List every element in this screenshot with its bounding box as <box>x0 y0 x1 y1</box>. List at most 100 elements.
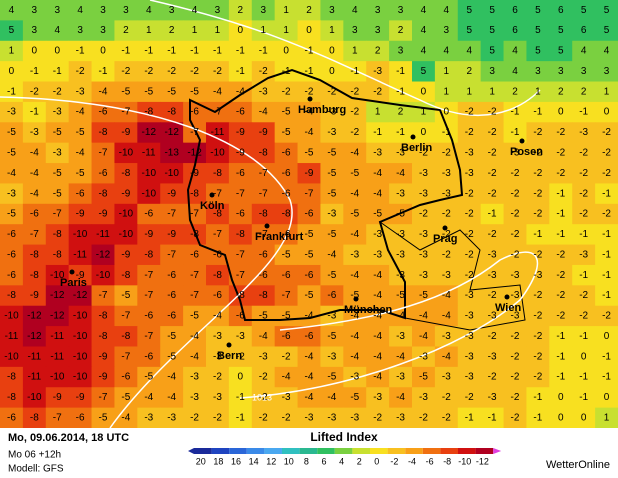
cell <box>595 61 618 83</box>
cell <box>549 387 573 409</box>
city-label: Frankfurt <box>255 231 304 243</box>
grid-value: -8 <box>53 229 62 240</box>
cell <box>572 203 596 225</box>
grid-value: -5 <box>76 127 85 138</box>
grid-value: -3 <box>533 270 542 281</box>
grid-value: -2 <box>442 392 451 403</box>
grid-value: -3 <box>327 107 336 118</box>
cell <box>503 326 527 347</box>
cell <box>572 0 596 21</box>
grid-value: -1 <box>465 412 474 423</box>
grid-value: -3 <box>373 147 382 158</box>
grid-value: -6 <box>99 107 108 118</box>
grid-value: 1 <box>215 25 221 36</box>
cell <box>434 40 459 62</box>
grid-value: -5 <box>350 290 359 301</box>
grid-value: -6 <box>76 412 85 423</box>
cell <box>595 101 618 123</box>
grid-value: -2 <box>488 168 497 179</box>
grid-value: 1 <box>604 412 610 423</box>
grid-value: 2 <box>375 46 381 57</box>
grid-value: -10 <box>142 188 157 199</box>
run: Mo 06 +12h <box>8 450 61 461</box>
grid-value: -3 <box>327 127 336 138</box>
cell <box>45 305 70 327</box>
grid-value: -2 <box>419 147 428 158</box>
cell <box>526 346 550 368</box>
cell <box>366 163 390 184</box>
cell <box>503 183 527 205</box>
grid-value: -1 <box>579 107 588 118</box>
grid-value: -3 <box>396 229 405 240</box>
cell <box>183 407 207 429</box>
grid-value: -1 <box>396 86 405 97</box>
grid-value: -4 <box>396 392 405 403</box>
grid-value: 3 <box>375 25 381 36</box>
grid-value: -7 <box>236 249 245 260</box>
grid-value: -4 <box>442 311 451 322</box>
grid-value: 5 <box>604 25 610 36</box>
cell <box>274 40 299 62</box>
grid-value: 1 <box>489 86 495 97</box>
grid-value: 4 <box>466 46 472 57</box>
cell <box>160 366 184 388</box>
cell <box>320 264 344 286</box>
grid-value: -1 <box>602 270 611 281</box>
grid-value: -4 <box>373 351 382 362</box>
cell <box>343 285 367 307</box>
grid-value: -2 <box>190 412 199 423</box>
cell <box>434 285 459 307</box>
cell <box>343 224 367 246</box>
grid-value: -4 <box>305 107 314 118</box>
city-label: Prag <box>433 233 457 245</box>
grid-value: -9 <box>121 249 130 260</box>
cell <box>137 0 161 21</box>
grid-value: 3 <box>329 5 335 16</box>
cell <box>206 407 230 429</box>
cell <box>297 203 321 225</box>
cell <box>526 285 550 307</box>
grid-value: -1 <box>602 351 611 362</box>
cell <box>595 366 618 388</box>
grid-value: -3 <box>419 249 428 260</box>
cell <box>22 101 47 123</box>
cell <box>137 407 161 429</box>
cell <box>526 366 550 388</box>
cell <box>412 224 436 246</box>
cell <box>480 20 505 42</box>
cell <box>434 366 459 388</box>
grid-value: 5 <box>604 5 610 16</box>
cell <box>389 366 413 388</box>
grid-value: -12 <box>73 290 88 301</box>
cell <box>274 346 299 368</box>
grid-value: -4 <box>396 351 405 362</box>
cell <box>526 244 550 266</box>
cell <box>160 61 184 83</box>
grid-value: -10 <box>119 229 134 240</box>
legend-swatch <box>334 448 353 454</box>
grid-value: -2 <box>373 86 382 97</box>
cell <box>183 20 207 42</box>
grid-value: -5 <box>373 209 382 220</box>
cell <box>137 20 161 42</box>
grid-value: -2 <box>488 372 497 383</box>
grid-value: -3 <box>259 351 268 362</box>
city-label: Paris <box>60 277 87 289</box>
cell <box>549 142 573 164</box>
cell <box>45 81 70 103</box>
cell <box>366 366 390 388</box>
grid-value: -9 <box>236 147 245 158</box>
cell <box>366 183 390 205</box>
cell <box>228 40 253 62</box>
cell <box>22 122 47 144</box>
grid-value: -1 <box>511 127 520 138</box>
grid-value: -11 <box>211 127 225 138</box>
cell <box>274 244 299 266</box>
grid-value: -3 <box>488 249 497 260</box>
grid-value: -9 <box>76 270 85 281</box>
cell <box>503 203 527 225</box>
grid-value: -2 <box>488 290 497 301</box>
cell <box>206 81 230 103</box>
cell <box>320 81 344 103</box>
cell <box>91 326 115 347</box>
